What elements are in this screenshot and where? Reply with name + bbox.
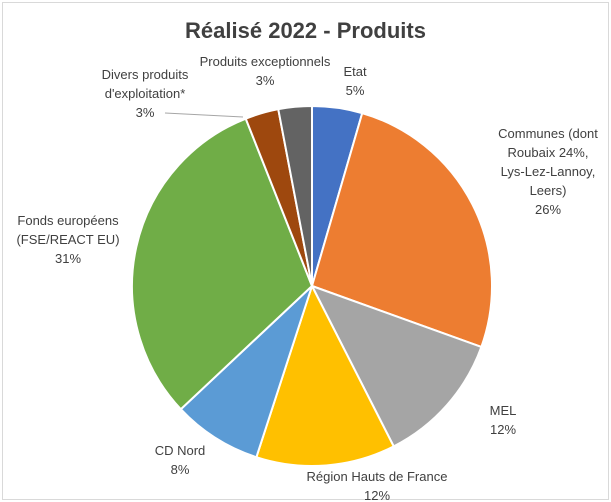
slice-label: Fonds européens (FSE/REACT EU) 31%	[16, 213, 119, 266]
chart-title: Réalisé 2022 - Produits	[185, 18, 426, 43]
slice-label: MEL 12%	[490, 403, 517, 437]
slice-label: CD Nord 8%	[155, 443, 206, 477]
pie-slices	[131, 104, 493, 467]
leader-line	[164, 112, 244, 118]
pie-slice	[255, 283, 396, 467]
leader-lines	[164, 112, 244, 118]
pie-slice	[131, 117, 314, 411]
pie-slice	[310, 111, 493, 349]
slice-label: Région Hauts de France 12%	[307, 469, 448, 502]
slice-label: Produits exceptionnels 3%	[200, 54, 331, 88]
pie-slice	[179, 285, 313, 459]
slice-label: Communes (dont Roubaix 24%, Lys-Lez-Lannoy…	[498, 126, 598, 217]
pie-slice	[309, 284, 483, 448]
pie-slice	[277, 104, 313, 287]
pie-labels: Etat 5% Communes (dont Roubaix 24%, Lys-Lez-…	[16, 54, 598, 502]
slice-label: Etat 5%	[343, 64, 367, 98]
slice-label: Divers produits d'exploitation* 3%	[102, 67, 189, 120]
